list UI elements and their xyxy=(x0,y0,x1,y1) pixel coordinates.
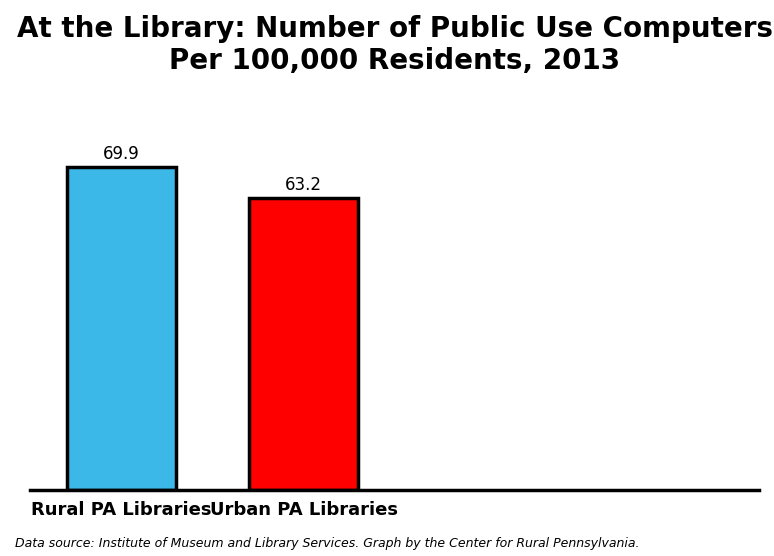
Text: Data source: Institute of Museum and Library Services. Graph by the Center for R: Data source: Institute of Museum and Lib… xyxy=(15,538,640,550)
Title: At the Library: Number of Public Use Computers
Per 100,000 Residents, 2013: At the Library: Number of Public Use Com… xyxy=(16,15,772,76)
Bar xyxy=(67,167,176,490)
Text: 69.9: 69.9 xyxy=(103,145,140,163)
Bar xyxy=(249,198,358,490)
Text: 63.2: 63.2 xyxy=(285,176,322,194)
